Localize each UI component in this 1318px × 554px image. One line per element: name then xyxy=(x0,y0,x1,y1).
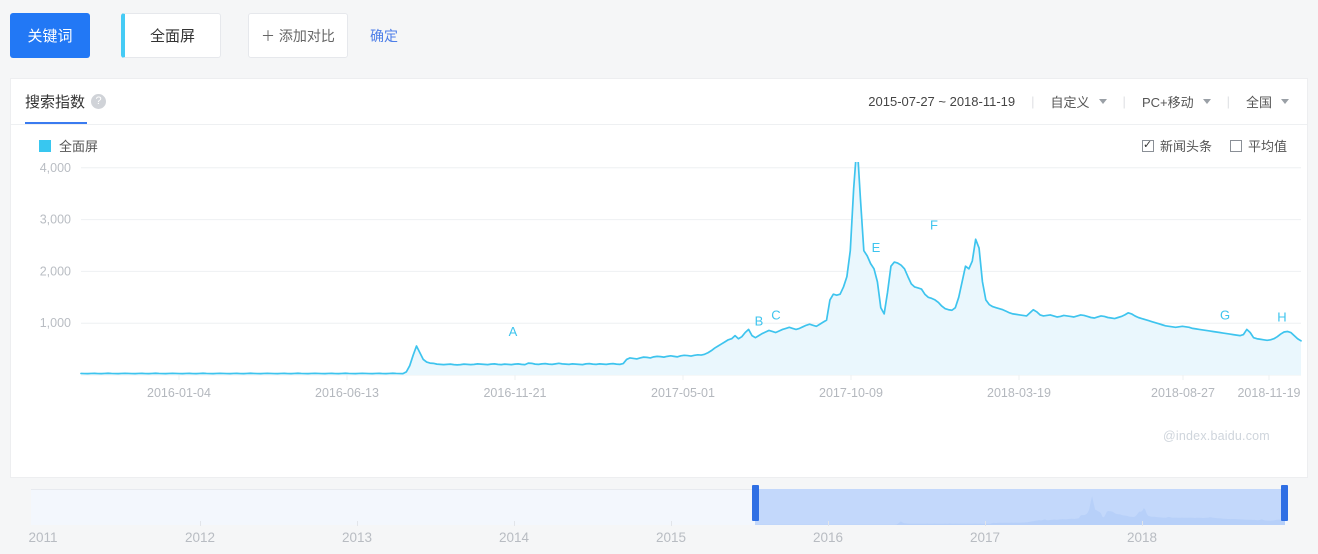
scrubber-year-2017: 2017 xyxy=(969,530,1001,545)
toggle-average-value-label: 平均值 xyxy=(1247,139,1287,154)
legend-toggles: 新闻头条 平均值 xyxy=(1141,136,1287,155)
device-select-label: PC+移动 xyxy=(1141,95,1194,110)
svg-text:2018-08-27: 2018-08-27 xyxy=(1151,386,1215,400)
tab-search-index[interactable]: 搜索指数 ? xyxy=(25,91,107,124)
scrubber-handle-right[interactable] xyxy=(1281,485,1288,521)
scrubber-tick xyxy=(357,521,358,526)
scrubber-year-2014: 2014 xyxy=(498,530,530,545)
scrubber-year-2012: 2012 xyxy=(184,530,216,545)
search-index-chart[interactable]: 1,0002,0003,0004,0005,0002016-01-042016-… xyxy=(11,162,1309,477)
divider: | xyxy=(1226,94,1230,109)
keyword-chip-quanmianping[interactable]: 全面屏 xyxy=(121,13,221,58)
svg-text:2016-01-04: 2016-01-04 xyxy=(147,386,211,400)
toolbar: 关键词 全面屏 ＋ 添加对比 确定 xyxy=(0,0,1318,71)
scrubber-selection[interactable] xyxy=(755,489,1285,525)
svg-text:G: G xyxy=(1220,307,1230,322)
legend-item-label: 全面屏 xyxy=(59,139,99,154)
panel-header: 搜索指数 ? 2015-07-27 ~ 2018-11-19 | 自定义 | P… xyxy=(11,79,1307,125)
region-select-label: 全国 xyxy=(1245,95,1272,110)
add-comparison-button[interactable]: ＋ 添加对比 xyxy=(248,13,348,58)
svg-text:H: H xyxy=(1277,309,1286,324)
toggle-news-headline-label: 新闻头条 xyxy=(1159,139,1212,154)
svg-text:2018-03-19: 2018-03-19 xyxy=(987,386,1051,400)
svg-text:2,000: 2,000 xyxy=(40,264,71,278)
legend-row: 全面屏 新闻头条 平均值 xyxy=(11,125,1307,162)
divider: | xyxy=(1031,94,1035,109)
svg-text:A: A xyxy=(509,324,518,339)
legend-color-swatch xyxy=(39,139,51,152)
scrubber-year-2011: 2011 xyxy=(28,530,58,545)
scrubber-minimap xyxy=(755,496,1285,525)
svg-text:2018-11-19: 2018-11-19 xyxy=(1237,386,1300,400)
scrubber-year-labels: 2011 2012 2013 2014 2015 2016 2017 2018 xyxy=(0,530,1318,554)
scrubber-tick xyxy=(1142,521,1143,526)
svg-text:4,000: 4,000 xyxy=(40,162,71,175)
checkbox-unchecked-icon xyxy=(1229,139,1242,152)
svg-text:F: F xyxy=(930,217,938,232)
chevron-down-icon xyxy=(1202,99,1211,104)
toggle-news-headline[interactable]: 新闻头条 xyxy=(1141,136,1212,155)
scrubber-year-2013: 2013 xyxy=(341,530,373,545)
divider: | xyxy=(1122,94,1126,109)
question-icon[interactable]: ? xyxy=(91,94,107,109)
scrubber-tick xyxy=(985,521,986,526)
panel-header-controls: 2015-07-27 ~ 2018-11-19 | 自定义 | PC+移动 | … xyxy=(868,92,1289,111)
period-select-label: 自定义 xyxy=(1050,95,1090,110)
chart-canvas: 1,0002,0003,0004,0005,0002016-01-042016-… xyxy=(40,162,1302,400)
region-select[interactable]: 全国 xyxy=(1246,92,1289,111)
confirm-link[interactable]: 确定 xyxy=(370,27,398,44)
svg-text:2016-11-21: 2016-11-21 xyxy=(483,386,546,400)
legend-item-quanmianping[interactable]: 全面屏 xyxy=(39,136,98,155)
scrubber-year-2015: 2015 xyxy=(655,530,687,545)
chevron-down-icon xyxy=(1098,99,1107,104)
svg-text:2016-06-13: 2016-06-13 xyxy=(315,386,379,400)
svg-text:E: E xyxy=(872,240,881,255)
scrubber-tick xyxy=(200,521,201,526)
tab-search-index-label: 搜索指数 xyxy=(25,94,86,111)
toggle-average-value[interactable]: 平均值 xyxy=(1229,136,1287,155)
period-select[interactable]: 自定义 xyxy=(1051,92,1107,111)
scrubber-tick xyxy=(828,521,829,526)
svg-text:C: C xyxy=(771,307,780,322)
scrubber-tick xyxy=(671,521,672,526)
scrubber-handle-left[interactable] xyxy=(752,485,759,521)
scrubber-year-2018: 2018 xyxy=(1126,530,1158,545)
chevron-down-icon xyxy=(1281,99,1289,104)
checkbox-checked-icon xyxy=(1141,138,1154,152)
svg-text:2017-10-09: 2017-10-09 xyxy=(819,386,883,400)
scrubber-year-2016: 2016 xyxy=(812,530,844,545)
search-index-panel: 搜索指数 ? 2015-07-27 ~ 2018-11-19 | 自定义 | P… xyxy=(10,78,1308,478)
scrubber-tick xyxy=(514,521,515,526)
timeline-scrubber[interactable]: 2011 2012 2013 2014 2015 2016 2017 2018 xyxy=(0,485,1318,554)
svg-text:B: B xyxy=(755,314,764,329)
svg-text:3,000: 3,000 xyxy=(40,213,71,227)
device-select[interactable]: PC+移动 xyxy=(1142,92,1211,111)
date-range-text: 2015-07-27 ~ 2018-11-19 xyxy=(868,94,1016,109)
svg-text:1,000: 1,000 xyxy=(40,316,71,330)
svg-text:2017-05-01: 2017-05-01 xyxy=(651,386,715,400)
keyword-button[interactable]: 关键词 xyxy=(10,13,90,58)
